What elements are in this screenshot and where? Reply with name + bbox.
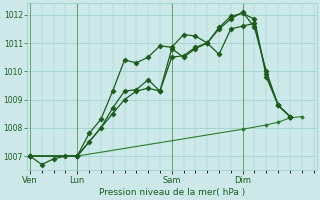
X-axis label: Pression niveau de la mer( hPa ): Pression niveau de la mer( hPa ) xyxy=(99,188,245,197)
